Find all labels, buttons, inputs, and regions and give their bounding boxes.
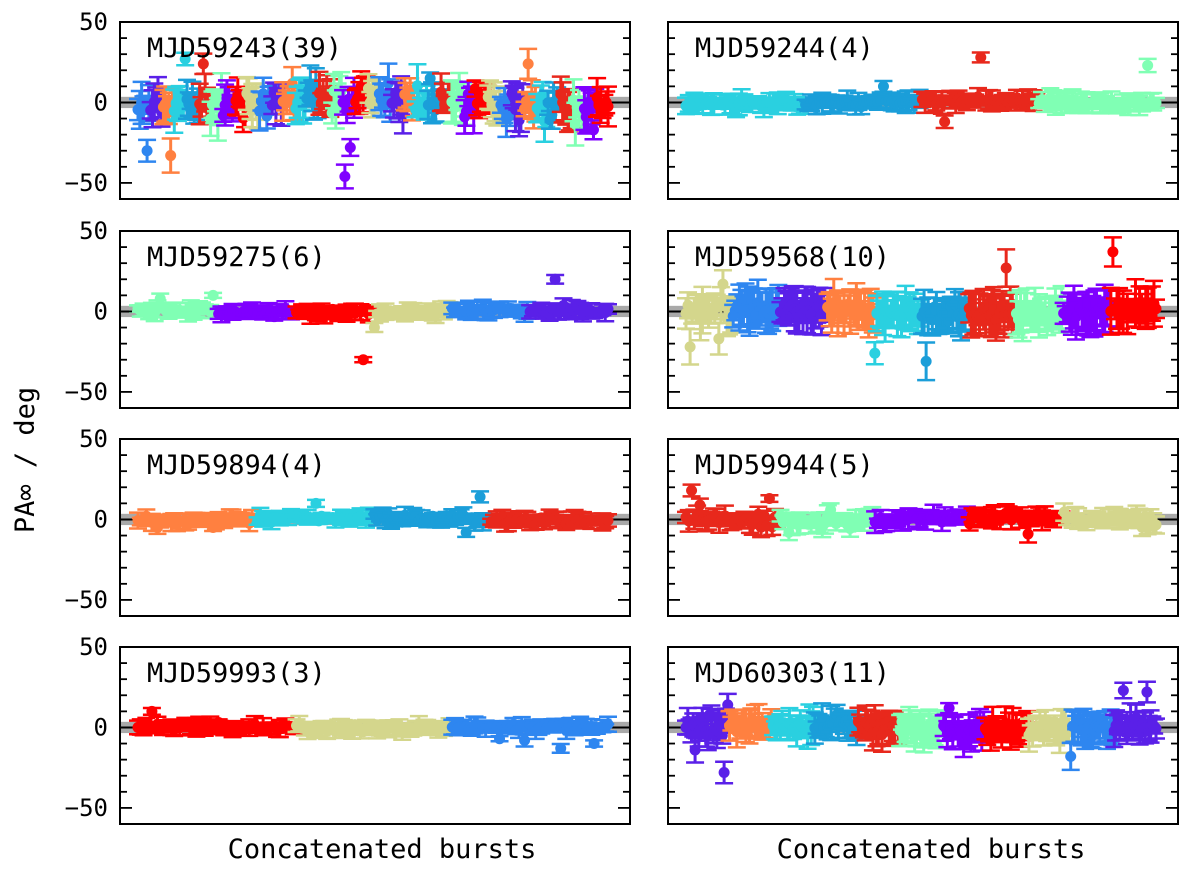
panel-frame [119, 646, 631, 825]
panel-60303: MJD60303(11) [667, 646, 1179, 825]
points [677, 483, 1165, 544]
panel-frame [667, 646, 1179, 825]
panel-title: MJD59243(39) [147, 33, 342, 64]
data-point [365, 321, 384, 334]
data-point [138, 138, 157, 163]
data-point [971, 51, 990, 64]
x-axis-label-right: Concatenated bursts [777, 834, 1086, 865]
panel-frame [119, 230, 631, 409]
y-tick-label: 0 [94, 713, 108, 741]
data-point [865, 341, 884, 366]
panel-frame [667, 230, 1179, 409]
y-tick-label: 50 [79, 8, 108, 36]
panel-frame [119, 21, 631, 200]
points [677, 680, 1165, 785]
data-point [1147, 298, 1165, 320]
points [129, 47, 617, 190]
data-point [1147, 717, 1165, 740]
points [677, 236, 1165, 382]
y-tick-label: 0 [94, 297, 108, 325]
points [129, 273, 617, 366]
panel-59993: 50 0 −50 MJD59993(3) [65, 633, 631, 825]
y-tick-label: 50 [79, 633, 108, 661]
panel-title: MJD59944(5) [695, 450, 874, 481]
data-point [335, 163, 354, 190]
data-point [142, 705, 161, 717]
data-point [599, 302, 617, 315]
data-point [341, 137, 360, 158]
data-point [715, 760, 734, 785]
data-point [874, 79, 893, 94]
data-point [176, 51, 195, 67]
data-point [1114, 681, 1133, 700]
data-point [599, 85, 617, 128]
data-point [1137, 680, 1156, 704]
data-point [471, 490, 490, 504]
points [677, 51, 1165, 130]
panel-title: MJD59993(3) [147, 658, 326, 689]
data-point [354, 354, 373, 366]
panel-frame [667, 438, 1179, 617]
data-point [935, 114, 954, 130]
data-point [519, 47, 538, 80]
x-axis-label-left: Concatenated bursts [228, 834, 537, 865]
data-point [1103, 236, 1122, 268]
data-point [997, 248, 1016, 288]
panel-59568: MJD59568(10) [667, 230, 1179, 409]
y-tick-label: 50 [79, 217, 108, 245]
data-point [306, 497, 325, 509]
data-point [681, 327, 700, 366]
y-axis-label: PA∞ / deg [10, 387, 41, 533]
panel-title: MJD60303(11) [695, 658, 890, 689]
data-point [682, 483, 701, 498]
data-point [760, 493, 779, 505]
panel-frame [667, 21, 1179, 200]
data-point [1138, 57, 1157, 74]
panel-59243: 50 0 −50 MJD59243(39) [65, 8, 631, 200]
panel-59894: 50 0 −50 MJD59894(4) [65, 425, 631, 617]
data-point [161, 137, 180, 174]
data-point [940, 701, 959, 715]
panel-59944: MJD59944(5) [667, 438, 1179, 617]
panel-title: MJD59275(6) [147, 242, 326, 273]
data-point [204, 289, 223, 301]
panels: 50 0 −50 MJD59243(39) MJD59244(4) 50 0 −50 MJD59… [65, 8, 1179, 825]
panel-frame [119, 438, 631, 617]
y-tick-label: 0 [94, 505, 108, 533]
data-point [551, 742, 570, 755]
panel-title: MJD59894(4) [147, 450, 326, 481]
data-point [599, 513, 617, 528]
y-tick-label: −50 [65, 586, 108, 614]
y-tick-label: 50 [79, 425, 108, 453]
y-tick-label: −50 [65, 794, 108, 822]
data-point [599, 715, 617, 734]
y-tick-label: −50 [65, 378, 108, 406]
panel-title: MJD59568(10) [695, 242, 890, 273]
panel-59275: 50 0 −50 MJD59275(6) [65, 217, 631, 409]
data-point [546, 273, 565, 285]
y-tick-label: 0 [94, 88, 108, 116]
points [129, 705, 617, 755]
data-point [917, 341, 936, 382]
panel-title: MJD59244(4) [695, 33, 874, 64]
data-point [1061, 741, 1080, 772]
data-point [585, 738, 604, 750]
y-tick-label: −50 [65, 169, 108, 197]
points [129, 490, 617, 539]
data-point [1147, 96, 1165, 110]
data-point [1147, 515, 1165, 535]
data-point [490, 733, 509, 745]
panel-59244: MJD59244(4) [667, 21, 1179, 200]
